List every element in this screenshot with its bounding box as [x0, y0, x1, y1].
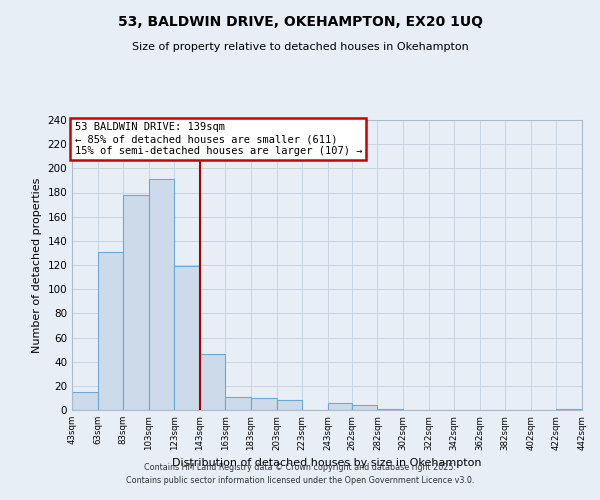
Text: Size of property relative to detached houses in Okehampton: Size of property relative to detached ho… — [131, 42, 469, 52]
Bar — [277, 400, 302, 410]
Bar — [226, 396, 251, 410]
Bar — [123, 195, 149, 410]
Text: Contains public sector information licensed under the Open Government Licence v3: Contains public sector information licen… — [126, 476, 474, 485]
Text: 53 BALDWIN DRIVE: 139sqm
← 85% of detached houses are smaller (611)
15% of semi-: 53 BALDWIN DRIVE: 139sqm ← 85% of detach… — [74, 122, 362, 156]
Text: Contains HM Land Registry data © Crown copyright and database right 2025.: Contains HM Land Registry data © Crown c… — [144, 464, 456, 472]
Bar — [149, 179, 174, 410]
Bar — [377, 409, 403, 410]
Bar — [328, 403, 352, 410]
Bar — [98, 252, 123, 410]
Y-axis label: Number of detached properties: Number of detached properties — [32, 178, 42, 352]
Text: 53, BALDWIN DRIVE, OKEHAMPTON, EX20 1UQ: 53, BALDWIN DRIVE, OKEHAMPTON, EX20 1UQ — [118, 15, 482, 29]
Bar — [556, 409, 582, 410]
Bar — [200, 354, 226, 410]
Bar — [251, 398, 277, 410]
Bar — [72, 392, 98, 410]
Bar — [174, 266, 200, 410]
Bar — [352, 405, 377, 410]
X-axis label: Distribution of detached houses by size in Okehampton: Distribution of detached houses by size … — [172, 458, 482, 468]
